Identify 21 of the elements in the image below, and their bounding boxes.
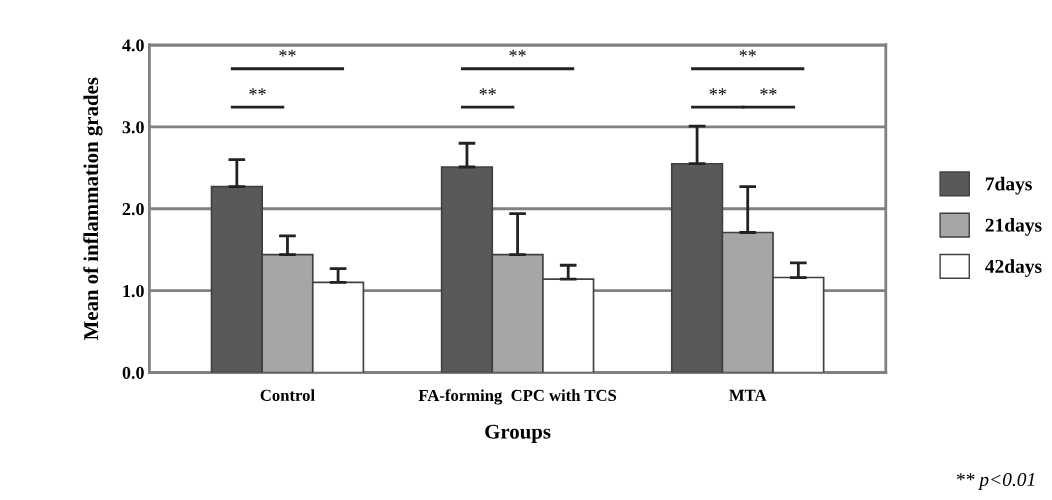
annotation: **	[249, 88, 266, 95]
legend-label: 42days	[985, 259, 1042, 277]
x-tick-label: MTA	[729, 389, 767, 401]
y-tick-label: 1.0	[123, 284, 144, 298]
x-tick-label: FA-forming CPC with TCS	[418, 389, 617, 405]
annotation: **	[279, 49, 296, 57]
x-axis-title: Groups	[485, 424, 551, 443]
annotation: **	[509, 49, 526, 57]
y-tick-label: 4.0	[122, 39, 144, 52]
annotation: **	[479, 88, 496, 95]
text: ** p<0.01	[956, 472, 1035, 490]
legend-label: 21days	[985, 218, 1042, 236]
annotation: **	[739, 49, 756, 57]
annotation: **	[760, 88, 777, 95]
y-tick-label: 0.0	[122, 366, 144, 380]
y-tick-label: 2.0	[122, 203, 144, 216]
y-axis-title: Mean of inflammation grades	[83, 77, 103, 341]
legend-label: 7days	[985, 176, 1032, 195]
annotation: **	[709, 88, 726, 95]
y-tick-label: 3.0	[122, 121, 144, 134]
x-tick-label: Control	[260, 389, 315, 401]
